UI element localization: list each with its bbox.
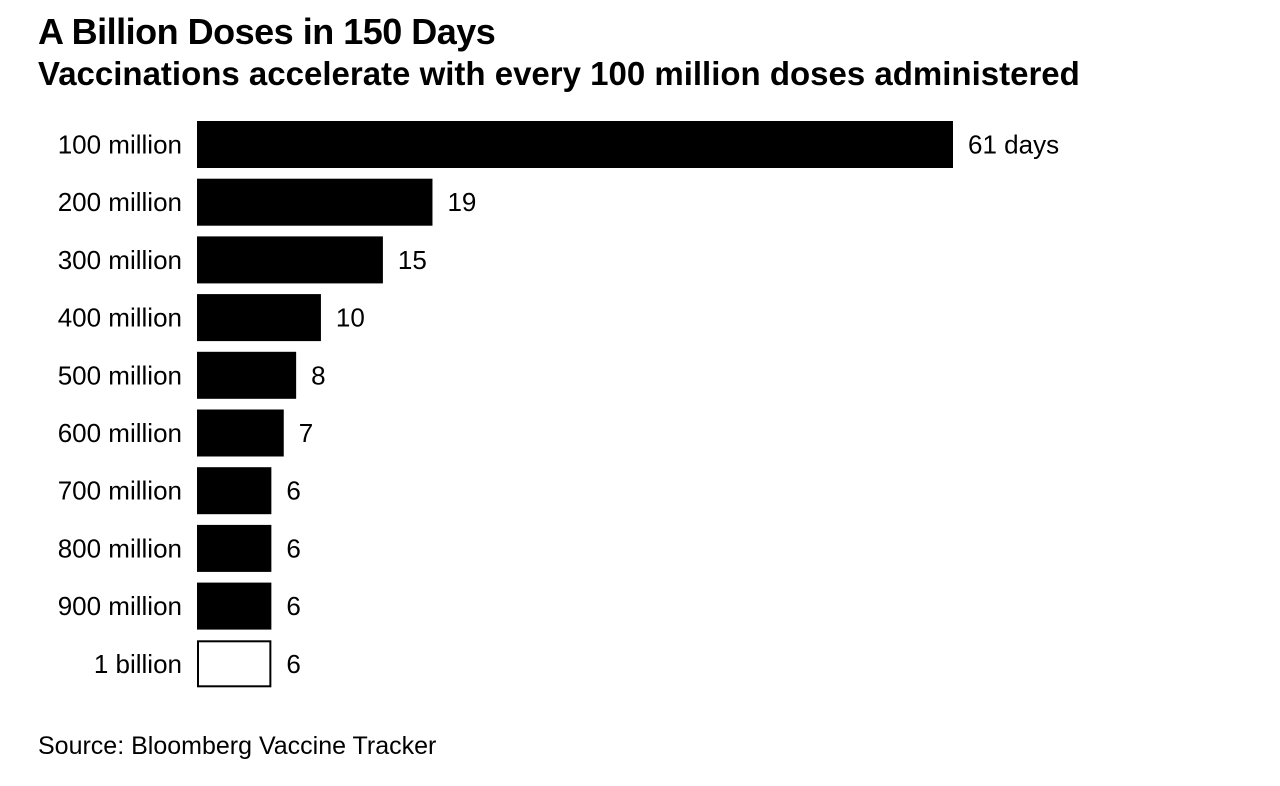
category-label: 500 million: [58, 360, 182, 390]
value-label: 15: [398, 245, 427, 275]
bar: [197, 178, 433, 226]
bar-projected: [197, 640, 272, 688]
value-label: 6: [286, 533, 300, 563]
value-label: 6: [286, 591, 300, 621]
bar: [197, 294, 321, 342]
bar: [197, 524, 272, 572]
bar: [197, 236, 383, 284]
chart-title: A Billion Doses in 150 Days: [38, 11, 496, 52]
bar: [197, 351, 297, 399]
category-label: 1 billion: [94, 649, 182, 679]
value-label: 8: [311, 360, 325, 390]
chart-subtitle: Vaccinations accelerate with every 100 m…: [38, 55, 1080, 92]
bar: [197, 582, 272, 630]
bar-chart: 100 million 61 days 200 million 19 300 milli…: [58, 121, 1059, 688]
value-label: 6: [286, 476, 300, 506]
bar-row: 400 million 10: [58, 294, 365, 342]
bar-row: 900 million 6: [58, 582, 301, 630]
category-label: 600 million: [58, 418, 182, 448]
bar: [197, 121, 953, 168]
value-label: 61 days: [968, 130, 1059, 160]
bar-row: 600 million 7: [58, 409, 313, 457]
bar-row: 800 million 6: [58, 524, 301, 572]
category-label: 200 million: [58, 187, 182, 217]
value-label: 6: [286, 649, 300, 679]
value-label: 7: [299, 418, 313, 448]
value-label: 19: [447, 187, 476, 217]
value-label: 10: [336, 303, 365, 333]
category-label: 400 million: [58, 303, 182, 333]
bar-row: 300 million 15: [58, 236, 427, 284]
category-label: 900 million: [58, 591, 182, 621]
category-label: 800 million: [58, 533, 182, 563]
bar: [197, 409, 284, 457]
category-label: 300 million: [58, 245, 182, 275]
category-label: 700 million: [58, 476, 182, 506]
source-note: Source: Bloomberg Vaccine Tracker: [38, 732, 437, 760]
bar: [197, 467, 272, 515]
bar-row: 700 million 6: [58, 467, 301, 515]
bar-row: 200 million 19: [58, 178, 476, 226]
bar-row: 100 million 61 days: [58, 121, 1059, 168]
category-label: 100 million: [58, 130, 182, 160]
bar-row: 1 billion 6: [94, 640, 301, 688]
bar-row: 500 million 8: [58, 351, 326, 399]
